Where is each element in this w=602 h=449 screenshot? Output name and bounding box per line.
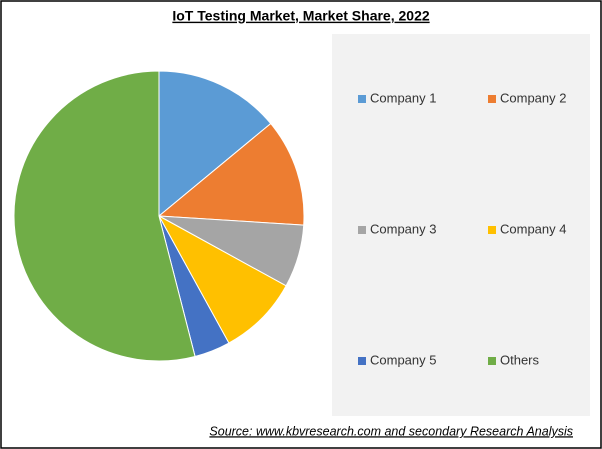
legend-label: Company 1 bbox=[370, 90, 436, 105]
legend-swatch bbox=[488, 226, 496, 234]
pie-slice bbox=[157, 122, 305, 226]
legend-label: Company 5 bbox=[370, 352, 436, 367]
legend-label: Others bbox=[500, 352, 540, 367]
legend-swatch bbox=[358, 357, 366, 365]
chart-title: IoT Testing Market, Market Share, 2022 bbox=[172, 8, 429, 24]
legend-label: Company 4 bbox=[500, 221, 566, 236]
legend-swatch bbox=[358, 95, 366, 103]
pie-slice bbox=[157, 214, 287, 344]
legend-swatch bbox=[358, 226, 366, 234]
legend-swatch bbox=[488, 357, 496, 365]
source-note: Source: www.kbvresearch.com and secondar… bbox=[209, 424, 573, 438]
legend-swatch bbox=[488, 95, 496, 103]
pie-slice bbox=[158, 70, 272, 218]
legend-panel bbox=[332, 34, 590, 416]
pie-slice bbox=[13, 70, 196, 362]
legend-label: Company 2 bbox=[500, 90, 566, 105]
legend-label: Company 3 bbox=[370, 221, 436, 236]
